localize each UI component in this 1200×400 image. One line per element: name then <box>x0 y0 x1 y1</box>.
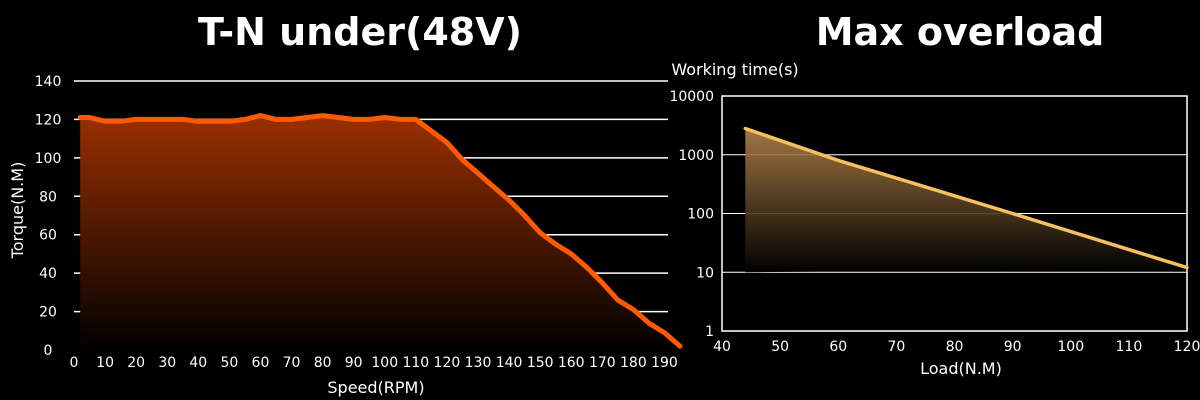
torque-speed-chart: 0 20 40 60 80 100 120 140 0 10 20 30 40 50 60 70 80 90 100… <box>8 74 683 397</box>
left-x-tick-label: 180 <box>620 355 647 371</box>
left-x-tick-label: 60 <box>252 355 270 371</box>
right-y-axis-label: Working time(s) <box>671 60 798 79</box>
left-x-tick-label: 30 <box>158 355 176 371</box>
left-y-tick-label: 140 <box>35 74 62 90</box>
left-x-tick-label: 130 <box>465 355 492 371</box>
left-y-tick-label: 80 <box>39 189 57 205</box>
right-x-tick-label: 60 <box>829 339 847 355</box>
left-x-tick-label: 40 <box>189 355 207 371</box>
left-y-axis-label: Torque(N.M) <box>8 162 27 260</box>
right-y-tick-label: 1 <box>705 324 714 340</box>
left-chart-title: T-N under(48V) <box>198 10 522 54</box>
left-y-tick-label: 100 <box>35 151 62 167</box>
right-x-tick-label: 110 <box>1116 339 1143 355</box>
right-x-tick-label: 90 <box>1004 339 1022 355</box>
left-x-tick-label: 80 <box>314 355 332 371</box>
right-x-axis-label: Load(N.M) <box>920 359 1002 378</box>
left-x-tick-label: 190 <box>651 355 678 371</box>
right-x-tick-label: 100 <box>1057 339 1084 355</box>
left-x-tick-label: 110 <box>402 355 429 371</box>
right-y-tick-label: 1000 <box>678 148 714 164</box>
left-x-tick-label: 50 <box>220 355 238 371</box>
right-x-tick-label: 70 <box>887 339 905 355</box>
right-y-tick-label: 100 <box>687 207 714 223</box>
left-x-tick-label: 160 <box>558 355 585 371</box>
left-x-tick-label: 100 <box>371 355 398 371</box>
left-x-tick-label: 120 <box>434 355 461 371</box>
left-x-tick-label: 140 <box>496 355 523 371</box>
left-x-tick-label: 90 <box>345 355 363 371</box>
right-x-tick-label: 80 <box>946 339 964 355</box>
left-x-tick-label: 0 <box>70 355 79 371</box>
overload-curve-line <box>743 126 1189 270</box>
left-x-tick-label: 20 <box>127 355 145 371</box>
right-x-tick-label: 40 <box>713 339 731 355</box>
left-x-tick-label: 150 <box>527 355 554 371</box>
right-x-tick-label: 120 <box>1174 339 1200 355</box>
torque-curve-line <box>77 113 683 349</box>
left-y-tick-label: 0 <box>44 343 53 359</box>
left-x-tick-label: 170 <box>589 355 616 371</box>
left-x-tick-label: 10 <box>96 355 114 371</box>
right-x-tick-label: 50 <box>771 339 789 355</box>
left-y-tick-label: 120 <box>35 112 62 128</box>
right-y-tick-label: 10000 <box>669 89 714 105</box>
torque-area <box>80 115 680 350</box>
left-y-tick-label: 60 <box>39 228 57 244</box>
left-y-tick-label: 20 <box>39 305 57 321</box>
right-chart-title: Max overload <box>815 10 1105 54</box>
left-y-tick-label: 40 <box>39 266 57 282</box>
left-x-axis-label: Speed(RPM) <box>327 378 424 397</box>
left-x-tick-label: 70 <box>283 355 301 371</box>
right-y-tick-label: 10 <box>696 265 714 281</box>
